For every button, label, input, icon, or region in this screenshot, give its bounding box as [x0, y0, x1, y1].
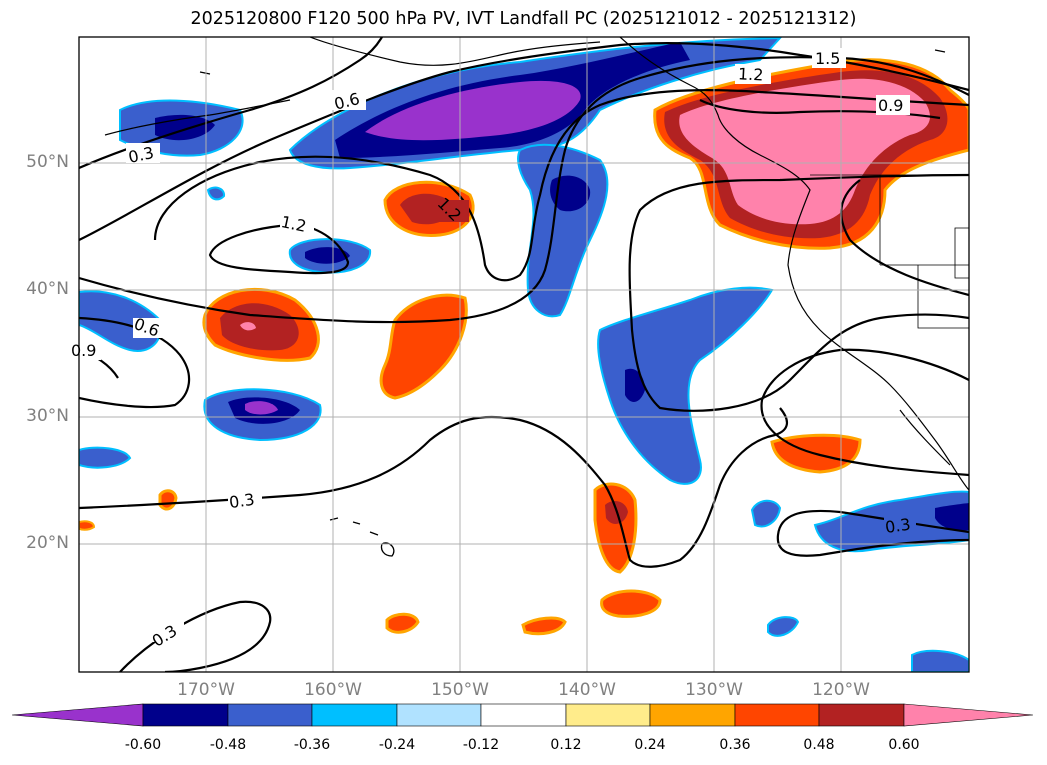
map-frame	[78, 36, 970, 673]
anomaly-west-28n	[79, 446, 132, 469]
lat-label-30n: 30°N	[26, 406, 69, 426]
lat-label-50n: 50°N	[26, 152, 69, 172]
anomaly-west-38n-core	[220, 303, 299, 351]
colorbar-label-4: -0.24	[378, 737, 416, 753]
anomaly-small-5	[206, 186, 226, 201]
lon-label-140w: 140°W	[558, 680, 616, 700]
anomaly-small-1-core	[305, 247, 350, 264]
colorbar-extend-high	[903, 703, 1034, 727]
contour-label-1.2-loop: 1.2	[279, 212, 308, 236]
contour-0.3-south	[776, 509, 969, 557]
anomaly-se-core	[935, 503, 969, 531]
coastlines	[104, 37, 969, 491]
colorbar-label-10: 0.60	[888, 737, 920, 753]
border-west-states	[879, 175, 969, 329]
anomaly-30n-peak	[245, 401, 278, 415]
contour-labels: 0.6 1.2 1.5 0.9 0.3 1.2 1.2 0.6 0.9 0.3 …	[71, 48, 916, 651]
contour-0.3-se	[760, 348, 969, 477]
anomaly-small-c	[158, 489, 178, 511]
contour-0.3-central	[79, 407, 788, 568]
colorbar-label-7: 0.24	[634, 737, 666, 753]
contour-label-0.3-central: 0.3	[228, 490, 256, 512]
colorbar-swatch-5	[480, 703, 567, 727]
coastline-baja	[899, 409, 951, 466]
colorbar-swatch-6	[565, 703, 651, 727]
lat-label-40n: 40°N	[26, 279, 69, 299]
contour-trough-east	[628, 173, 969, 412]
colorbar-extend-low	[11, 703, 144, 727]
coastline-north-america	[619, 37, 969, 491]
small-island-1	[199, 71, 211, 75]
coastline-aleutians	[104, 99, 291, 136]
anomaly-trough-core	[550, 175, 591, 212]
lon-label-150w: 150°W	[431, 680, 489, 700]
state-borders	[810, 174, 969, 329]
colorbar-swatch-4	[396, 703, 482, 727]
contour-label-0.9-east: 0.9	[878, 96, 903, 115]
contour-label-1.2-north: 1.2	[738, 64, 764, 84]
anomaly-small-d	[79, 520, 96, 531]
anomaly-jet-peak	[365, 80, 581, 141]
contour-east-ridge	[840, 179, 969, 297]
colorbar-swatch-1	[142, 703, 229, 727]
map-title: 2025120800 F120 500 hPa PV, IVT Landfall…	[190, 9, 857, 29]
contour-outer-ring	[79, 56, 969, 324]
contour-label-0.3-se: 0.3	[884, 515, 912, 537]
colorbar-swatch-2	[227, 703, 313, 727]
colorbar-swatch-9	[818, 703, 905, 727]
colorbar-label-3: -0.36	[293, 737, 331, 753]
anomaly-small-a	[385, 612, 420, 634]
colorbar-label-2: -0.48	[209, 737, 247, 753]
lon-label-170w: 170°W	[177, 680, 235, 700]
anomaly-west-38n-peak	[240, 322, 256, 331]
anomaly-pacnw-peak	[679, 78, 930, 225]
contour-0.3-sw	[119, 600, 272, 672]
hawaii-islands	[329, 517, 395, 557]
anomaly-small-3	[767, 616, 800, 637]
anomaly-small-2	[750, 499, 782, 528]
contour-inner-ring	[153, 89, 969, 282]
colorbar-swatch-8	[734, 703, 820, 727]
colorbar-label-9: 0.48	[803, 737, 835, 753]
colorbar-label-8: 0.36	[719, 737, 751, 753]
contour-label-0.9-west: 0.9	[71, 341, 96, 360]
colorbar-label-1: -0.60	[124, 737, 162, 753]
anomaly-small-b	[521, 616, 567, 636]
lon-label-120w: 120°W	[812, 680, 870, 700]
contour-west-40n	[79, 316, 191, 409]
islands	[199, 49, 946, 557]
anomaly-central-14n	[600, 589, 662, 618]
lon-label-130w: 130°W	[685, 680, 743, 700]
lat-label-20n: 20°N	[26, 533, 69, 553]
anomaly-east-central	[597, 286, 774, 485]
colorbar-label-6: 0.12	[550, 737, 582, 753]
anomaly-central-38n	[379, 293, 468, 400]
coastline-alaska	[309, 37, 601, 66]
anomaly-small-4	[911, 649, 969, 672]
contour-label-1.5: 1.5	[815, 49, 840, 68]
small-island-2	[934, 49, 946, 53]
colorbar	[11, 703, 1034, 727]
gridlines	[79, 37, 969, 672]
lon-label-160w: 160°W	[304, 680, 362, 700]
colorbar-swatch-3	[311, 703, 398, 727]
colorbar-swatch-7	[649, 703, 736, 727]
contour-1.2-loop	[208, 223, 350, 275]
pv-positive-anomalies	[79, 58, 969, 636]
colorbar-label-5: -0.12	[462, 737, 500, 753]
contour-label-0.3-nw: 0.3	[127, 143, 156, 167]
